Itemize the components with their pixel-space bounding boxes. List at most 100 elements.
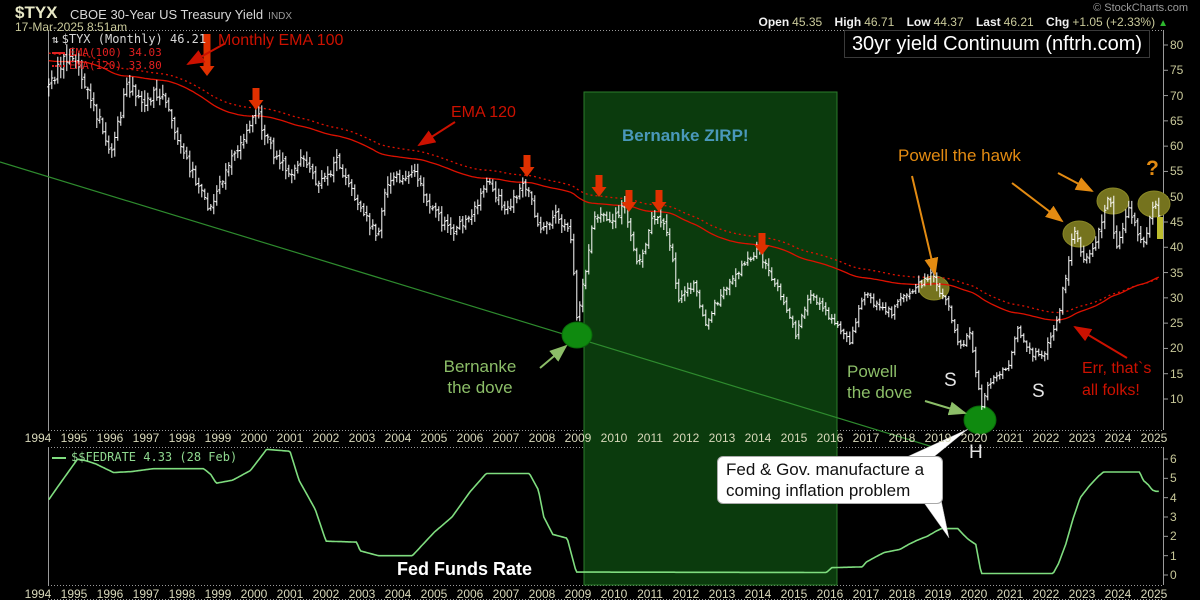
x-axis-year-label-lower: 2003 [348,587,376,600]
low-value: 44.37 [933,15,964,29]
ema100-legend-text: EMA(100) 34.03 [69,46,162,59]
x-axis-year-label-lower: 2024 [1104,587,1132,600]
x-axis-year-label: 2021 [996,431,1024,445]
annotation-err-folks: Err, that`s all folks! [1082,358,1177,402]
pattern-head: H [969,442,983,463]
x-axis-year-label-lower: 1996 [96,587,124,600]
x-axis-year-label: 2025 [1140,431,1168,445]
x-axis-year-label: 2024 [1104,431,1132,445]
x-axis-year-label-lower: 2025 [1140,587,1168,600]
x-axis-year-label: 1995 [60,431,88,445]
lower-y-axis-label: 2 [1170,529,1177,544]
symbol-name: CBOE 30-Year US Treasury Yield INDX [70,7,292,22]
main-y-axis-label: 75 [1170,63,1184,78]
annotation-powell-dove: Powell the dove [847,361,912,403]
high-label: High [834,15,862,29]
last-label: Last [975,15,1001,29]
x-axis-year-label-lower: 2017 [852,587,880,600]
ema120-line-swatch [52,65,65,67]
x-axis-year-label: 2008 [528,431,556,445]
callout-line2: coming inflation problem [726,481,911,500]
chg-up-arrow-icon: ▲ [1158,18,1168,29]
annotation-err-line2: all folks! [1082,382,1140,399]
ema100-legend: EMA(100) 34.03 [52,46,162,59]
x-axis-year-label-lower: 2013 [708,587,736,600]
annotation-powell-hawk: Powell the hawk [898,146,1021,165]
annotation-ema-120: EMA 120 [451,104,516,121]
x-axis-year-label: 2014 [744,431,772,445]
main-y-axis-label: 40 [1170,240,1184,255]
x-axis-year-label: 2010 [600,431,628,445]
x-axis-year-label-lower: 2019 [924,587,952,600]
x-axis-year-label-lower: 2012 [672,587,700,600]
last-value: 46.21 [1003,15,1034,29]
x-axis-year-label-lower: 2008 [528,587,556,600]
annotation-question-mark: ? [1146,157,1159,180]
x-axis-year-label: 2000 [240,431,268,445]
lower-y-axis-label: 5 [1170,471,1177,486]
x-axis-year-label-lower: 2014 [744,587,772,600]
fedrate-line-swatch [52,456,66,459]
high-value: 46.71 [864,15,895,29]
x-axis-year-label: 2015 [780,431,808,445]
chg-label: Chg [1046,15,1070,29]
x-axis-year-label-lower: 2021 [996,587,1024,600]
main-legend-text: $TYX (Monthly) 46.21 [61,32,207,46]
annotation-err-line1: Err, that`s [1082,360,1152,377]
annotation-monthly-ema-100: Monthly EMA 100 [218,32,344,49]
annotation-bernanke-dove-line2: the dove [447,378,513,397]
callout-line1: Fed & Gov. manufacture a [726,460,925,479]
x-axis-year-label-lower: 2018 [888,587,916,600]
main-y-axis-label: 80 [1170,38,1184,52]
x-axis-year-label-lower: 2005 [420,587,448,600]
main-y-axis-label: 50 [1170,189,1184,204]
x-axis-year-label-lower: 2011 [637,587,663,600]
x-axis-year-label: 1997 [132,431,160,445]
main-y-axis-label: 70 [1170,88,1184,103]
main-y-axis-label: 65 [1170,113,1184,128]
x-axis-year-label-lower: 2000 [240,587,268,600]
legend-toggle-icon[interactable]: ⇅ [52,33,59,46]
annotation-bernanke-zirp: Bernanke ZIRP! [622,126,749,145]
x-axis-year-label: 2017 [852,431,880,445]
fedrate-legend-text: $$FEDRATE 4.33 (28 Feb) [71,450,238,464]
annotation-powell-dove-line1: Powell [847,362,898,381]
x-axis-year-label-lower: 1999 [204,587,232,600]
x-axis-year-label: 1996 [96,431,124,445]
x-axis-year-label: 1998 [168,431,196,445]
x-axis-year-label-lower: 2010 [600,587,628,600]
main-y-axis-label: 25 [1170,316,1184,331]
fed-funds-rate-label: Fed Funds Rate [397,559,533,579]
x-axis-year-label: 2002 [312,431,340,445]
symbol: $TYX [15,3,58,22]
x-axis-year-label: 2022 [1032,431,1060,445]
low-label: Low [906,15,931,29]
x-axis-year-label-lower: 2020 [960,587,988,600]
x-axis-year-label: 2009 [564,431,592,445]
main-y-axis-label: 15 [1170,366,1184,381]
exchange-label: INDX [268,11,293,22]
ema120-legend-text: EMA(120) 33.80 [69,59,162,72]
symbol-name-text: CBOE 30-Year US Treasury Yield [70,7,264,22]
lower-y-axis-label: 0 [1170,567,1177,582]
annotation-powell-dove-line2: the dove [847,383,913,402]
x-axis-year-label-lower: 1995 [60,587,88,600]
ema100-line-swatch [52,52,65,54]
x-axis-year-label: 2003 [348,431,376,445]
x-axis-year-label-lower: 2009 [564,587,592,600]
x-axis-year-label-lower: 1997 [132,587,160,600]
quote-strip: Open 45.35 High 46.71 Low 44.37 Last 46.21 C… [750,15,1169,29]
lower-y-axis-label: 6 [1170,452,1177,466]
main-y-axis-label: 35 [1170,265,1184,280]
x-axis-year-label-lower: 1998 [168,587,196,600]
x-axis-year-label-lower: 2007 [492,587,520,600]
x-axis-year-label-lower: 2002 [312,587,340,600]
fedrate-legend: $$FEDRATE 4.33 (28 Feb) [52,450,237,464]
x-axis-year-label: 2005 [420,431,448,445]
ema120-legend: EMA(120) 33.80 [52,59,162,72]
x-axis-year-label-lower: 2001 [276,587,304,600]
x-axis-year-label: 2012 [672,431,700,445]
pattern-right-shoulder: S [1032,381,1045,402]
